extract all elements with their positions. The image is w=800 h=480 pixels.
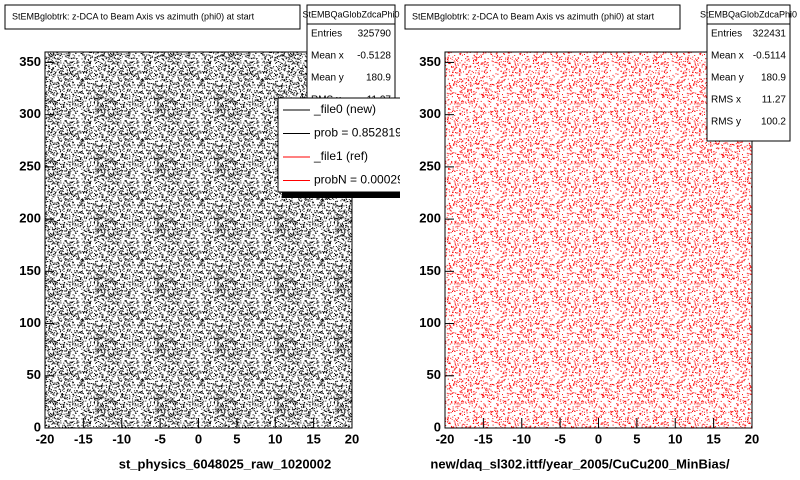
legend-label: _file0 (new) [313,102,376,116]
x-tick-label: -5 [154,431,166,446]
legend-box [277,97,400,193]
stats-value: -0.5128 [357,51,391,62]
y-tick-label: 50 [27,367,41,382]
x-tick-label: -20 [36,431,55,446]
legend-label: _file1 (ref) [313,149,368,163]
title-box [4,4,301,30]
x-tick-label: -15 [74,431,93,446]
title-box [404,4,681,30]
stats-value: 11.27 [762,95,787,106]
stats-label: Mean y [311,73,344,84]
x-axis-label: st_physics_6048025_raw_1020002 [119,456,332,471]
x-tick-label: 5 [233,431,240,446]
stats-value: 322431 [753,29,787,40]
x-tick-label: -5 [554,431,566,446]
x-tick-label: 0 [195,431,202,446]
x-axis-label: new/daq_sl302.ittf/year_2005/CuCu200_Min… [430,456,730,471]
stats-value: 180.9 [366,73,391,84]
stats-name: StEMBQaGlobZdcaPhi0 [700,9,797,19]
y-tick-label: 200 [419,211,441,226]
x-tick-label: -15 [474,431,493,446]
stats-label: Mean x [711,51,744,62]
stats-value: 325790 [358,29,392,40]
x-tick-label: 15 [306,431,320,446]
y-tick-label: 200 [19,211,41,226]
stats-label: Entries [711,29,742,40]
y-tick-label: 150 [19,263,41,278]
stats-label: Entries [311,29,342,40]
stats-name: StEMBQaGlobZdcaPhi0 [302,9,399,19]
plot-density [445,52,752,428]
x-tick-label: -10 [112,431,131,446]
x-tick-label: 20 [745,431,759,446]
x-tick-label: -10 [512,431,531,446]
y-tick-label: 350 [19,54,41,69]
legend-label: probN = 0.00029 [314,173,404,187]
stats-label: RMS y [711,117,741,128]
y-tick-label: 300 [419,106,441,121]
y-tick-label: 50 [427,367,441,382]
chart-title: StEMBglobtrk: z-DCA to Beam Axis vs azim… [412,11,655,21]
y-tick-label: 250 [19,158,41,173]
y-tick-label: 100 [419,315,441,330]
legend: _file0 (new) prob = 0.852819 _file1 (ref) p… [277,97,404,198]
stats-label: Mean y [711,73,744,84]
stats-label: RMS x [711,95,741,106]
y-tick-label: 0 [34,419,41,434]
y-tick-label: 350 [419,54,441,69]
stats-value: 180.9 [761,73,786,84]
x-tick-label: -20 [436,431,455,446]
chart-title: StEMBglobtrk: z-DCA to Beam Axis vs azim… [12,11,255,21]
stats-label: Mean x [311,51,344,62]
legend-label: prob = 0.852819 [314,126,402,140]
y-tick-label: 300 [19,106,41,121]
stats-value: 100.2 [761,117,786,128]
stats-box [706,4,791,142]
y-tick-label: 100 [19,315,41,330]
x-tick-label: 10 [268,431,282,446]
stats-value: -0.5114 [753,51,787,62]
x-tick-label: 5 [633,431,640,446]
x-tick-label: 0 [595,431,602,446]
y-tick-label: 0 [434,419,441,434]
y-tick-label: 250 [419,158,441,173]
y-tick-label: 150 [419,263,441,278]
x-tick-label: 20 [345,431,359,446]
x-tick-label: 15 [706,431,720,446]
x-tick-label: 10 [668,431,682,446]
